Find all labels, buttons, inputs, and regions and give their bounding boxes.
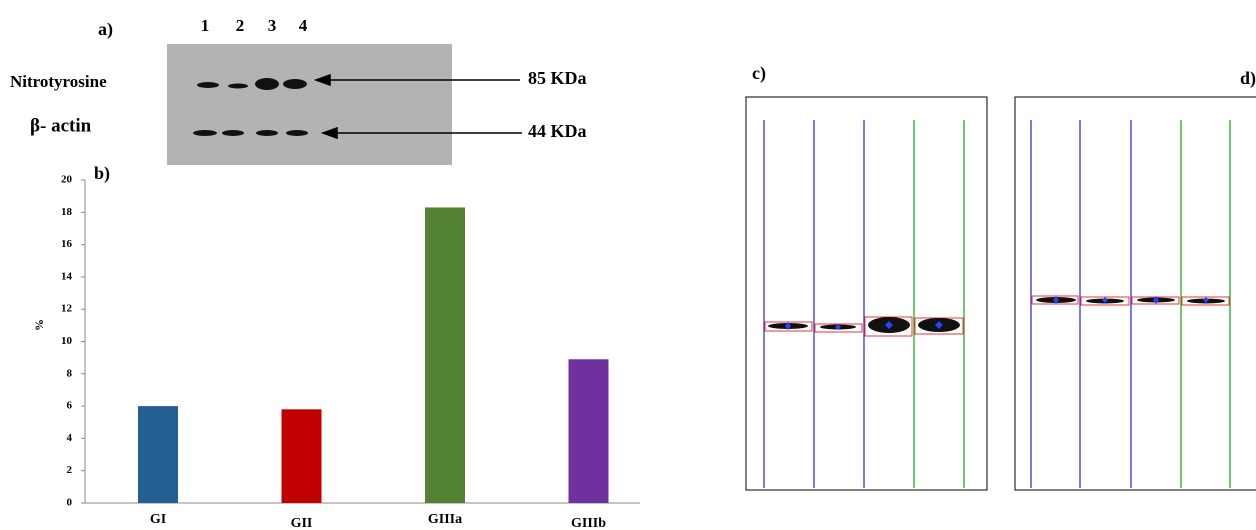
y-tick-label: 12 [61, 303, 73, 315]
figure: a) 1 2 3 4 Nitrotyrosine β- actin 85 KDa… [0, 0, 1256, 530]
y-tick-label: 2 [67, 464, 73, 476]
density-bands [765, 296, 1229, 336]
lane-label: 1 [201, 16, 210, 35]
bar-chart: b) % 0 2 4 6 8 10 12 14 16 18 20 GI GII GIIIa GIIIb [32, 163, 640, 530]
y-tick-label: 10 [61, 335, 73, 347]
blot-image [167, 44, 452, 165]
y-tick-label: 0 [67, 497, 73, 509]
y-axis-label: % [32, 319, 46, 331]
y-tick-label: 18 [61, 206, 73, 218]
y-tick-label: 4 [67, 432, 73, 444]
bar [569, 359, 609, 503]
x-tick-label: GIIIa [428, 512, 462, 527]
bar [425, 207, 465, 503]
lane-label: 2 [236, 16, 245, 35]
bar [138, 406, 178, 503]
y-tick-label: 16 [61, 238, 73, 250]
y-tick-label: 6 [67, 400, 73, 412]
panel-label: d) [1240, 68, 1256, 89]
row-label: β- actin [30, 115, 92, 136]
row-label: Nitrotyrosine [10, 72, 107, 91]
y-tick-label: 8 [67, 367, 73, 379]
lane-frame [746, 97, 987, 490]
x-tick-label: GII [291, 516, 313, 530]
y-tick-label: 14 [61, 270, 73, 282]
lane-frame [1015, 97, 1256, 490]
y-tick-label: 20 [61, 174, 73, 186]
bar [282, 409, 322, 503]
chart-title: b) [94, 163, 110, 184]
lane-label: 4 [299, 16, 308, 35]
panel-label: c) [752, 63, 766, 84]
lane-label: 3 [268, 16, 277, 35]
panel-label: a) [98, 19, 113, 40]
size-label: 85 KDa [528, 68, 587, 88]
x-tick-label: GIIIb [571, 516, 606, 530]
size-label: 44 KDa [528, 121, 587, 141]
x-tick-label: GI [150, 512, 166, 527]
